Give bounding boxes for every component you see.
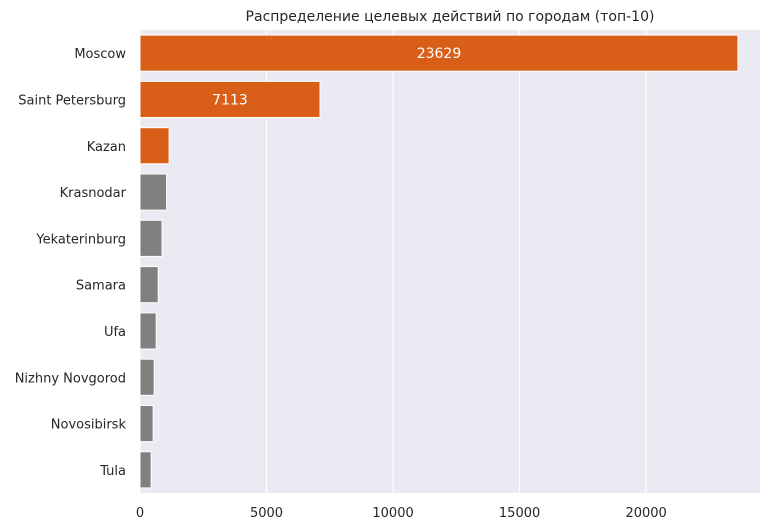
y-tick-label: Krasnodar [60, 186, 127, 201]
y-tick-label: Moscow [74, 47, 126, 62]
x-tick-label: 20000 [625, 506, 666, 521]
x-tick-label: 0 [136, 506, 144, 521]
y-tick-label: Ufa [104, 325, 126, 340]
chart-title: Распределение целевых действий по города… [246, 9, 655, 25]
bar [139, 266, 159, 304]
y-tick-label: Novosibirsk [51, 418, 127, 433]
y-tick-label: Yekaterinburg [35, 232, 126, 247]
x-tick-label: 10000 [372, 506, 413, 521]
bars [139, 34, 739, 489]
y-tick-label: Kazan [87, 140, 126, 155]
bar [139, 80, 321, 119]
bar [139, 173, 168, 211]
bar [139, 358, 155, 396]
x-tick-label: 15000 [499, 506, 540, 521]
bar [139, 404, 154, 443]
bar [139, 219, 163, 257]
y-tick-label: Nizhny Novgorod [15, 371, 126, 386]
bar-labels: 23629 7113 [212, 46, 461, 108]
x-tick-label: 5000 [250, 506, 283, 521]
y-tick-label: Saint Petersburg [18, 93, 126, 108]
x-axis-tick-labels: 0 5000 10000 15000 20000 [136, 506, 667, 521]
bar-data-label: 7113 [212, 92, 248, 108]
bar [139, 451, 152, 489]
y-tick-label: Samara [76, 279, 126, 294]
y-axis-tick-labels: Moscow Saint Petersburg Kazan Krasnodar Yeka… [15, 47, 127, 479]
bar [139, 312, 157, 350]
bar-data-label: 23629 [417, 46, 462, 62]
bar [139, 34, 739, 72]
y-tick-label: Tula [99, 464, 126, 479]
bar [139, 127, 170, 165]
